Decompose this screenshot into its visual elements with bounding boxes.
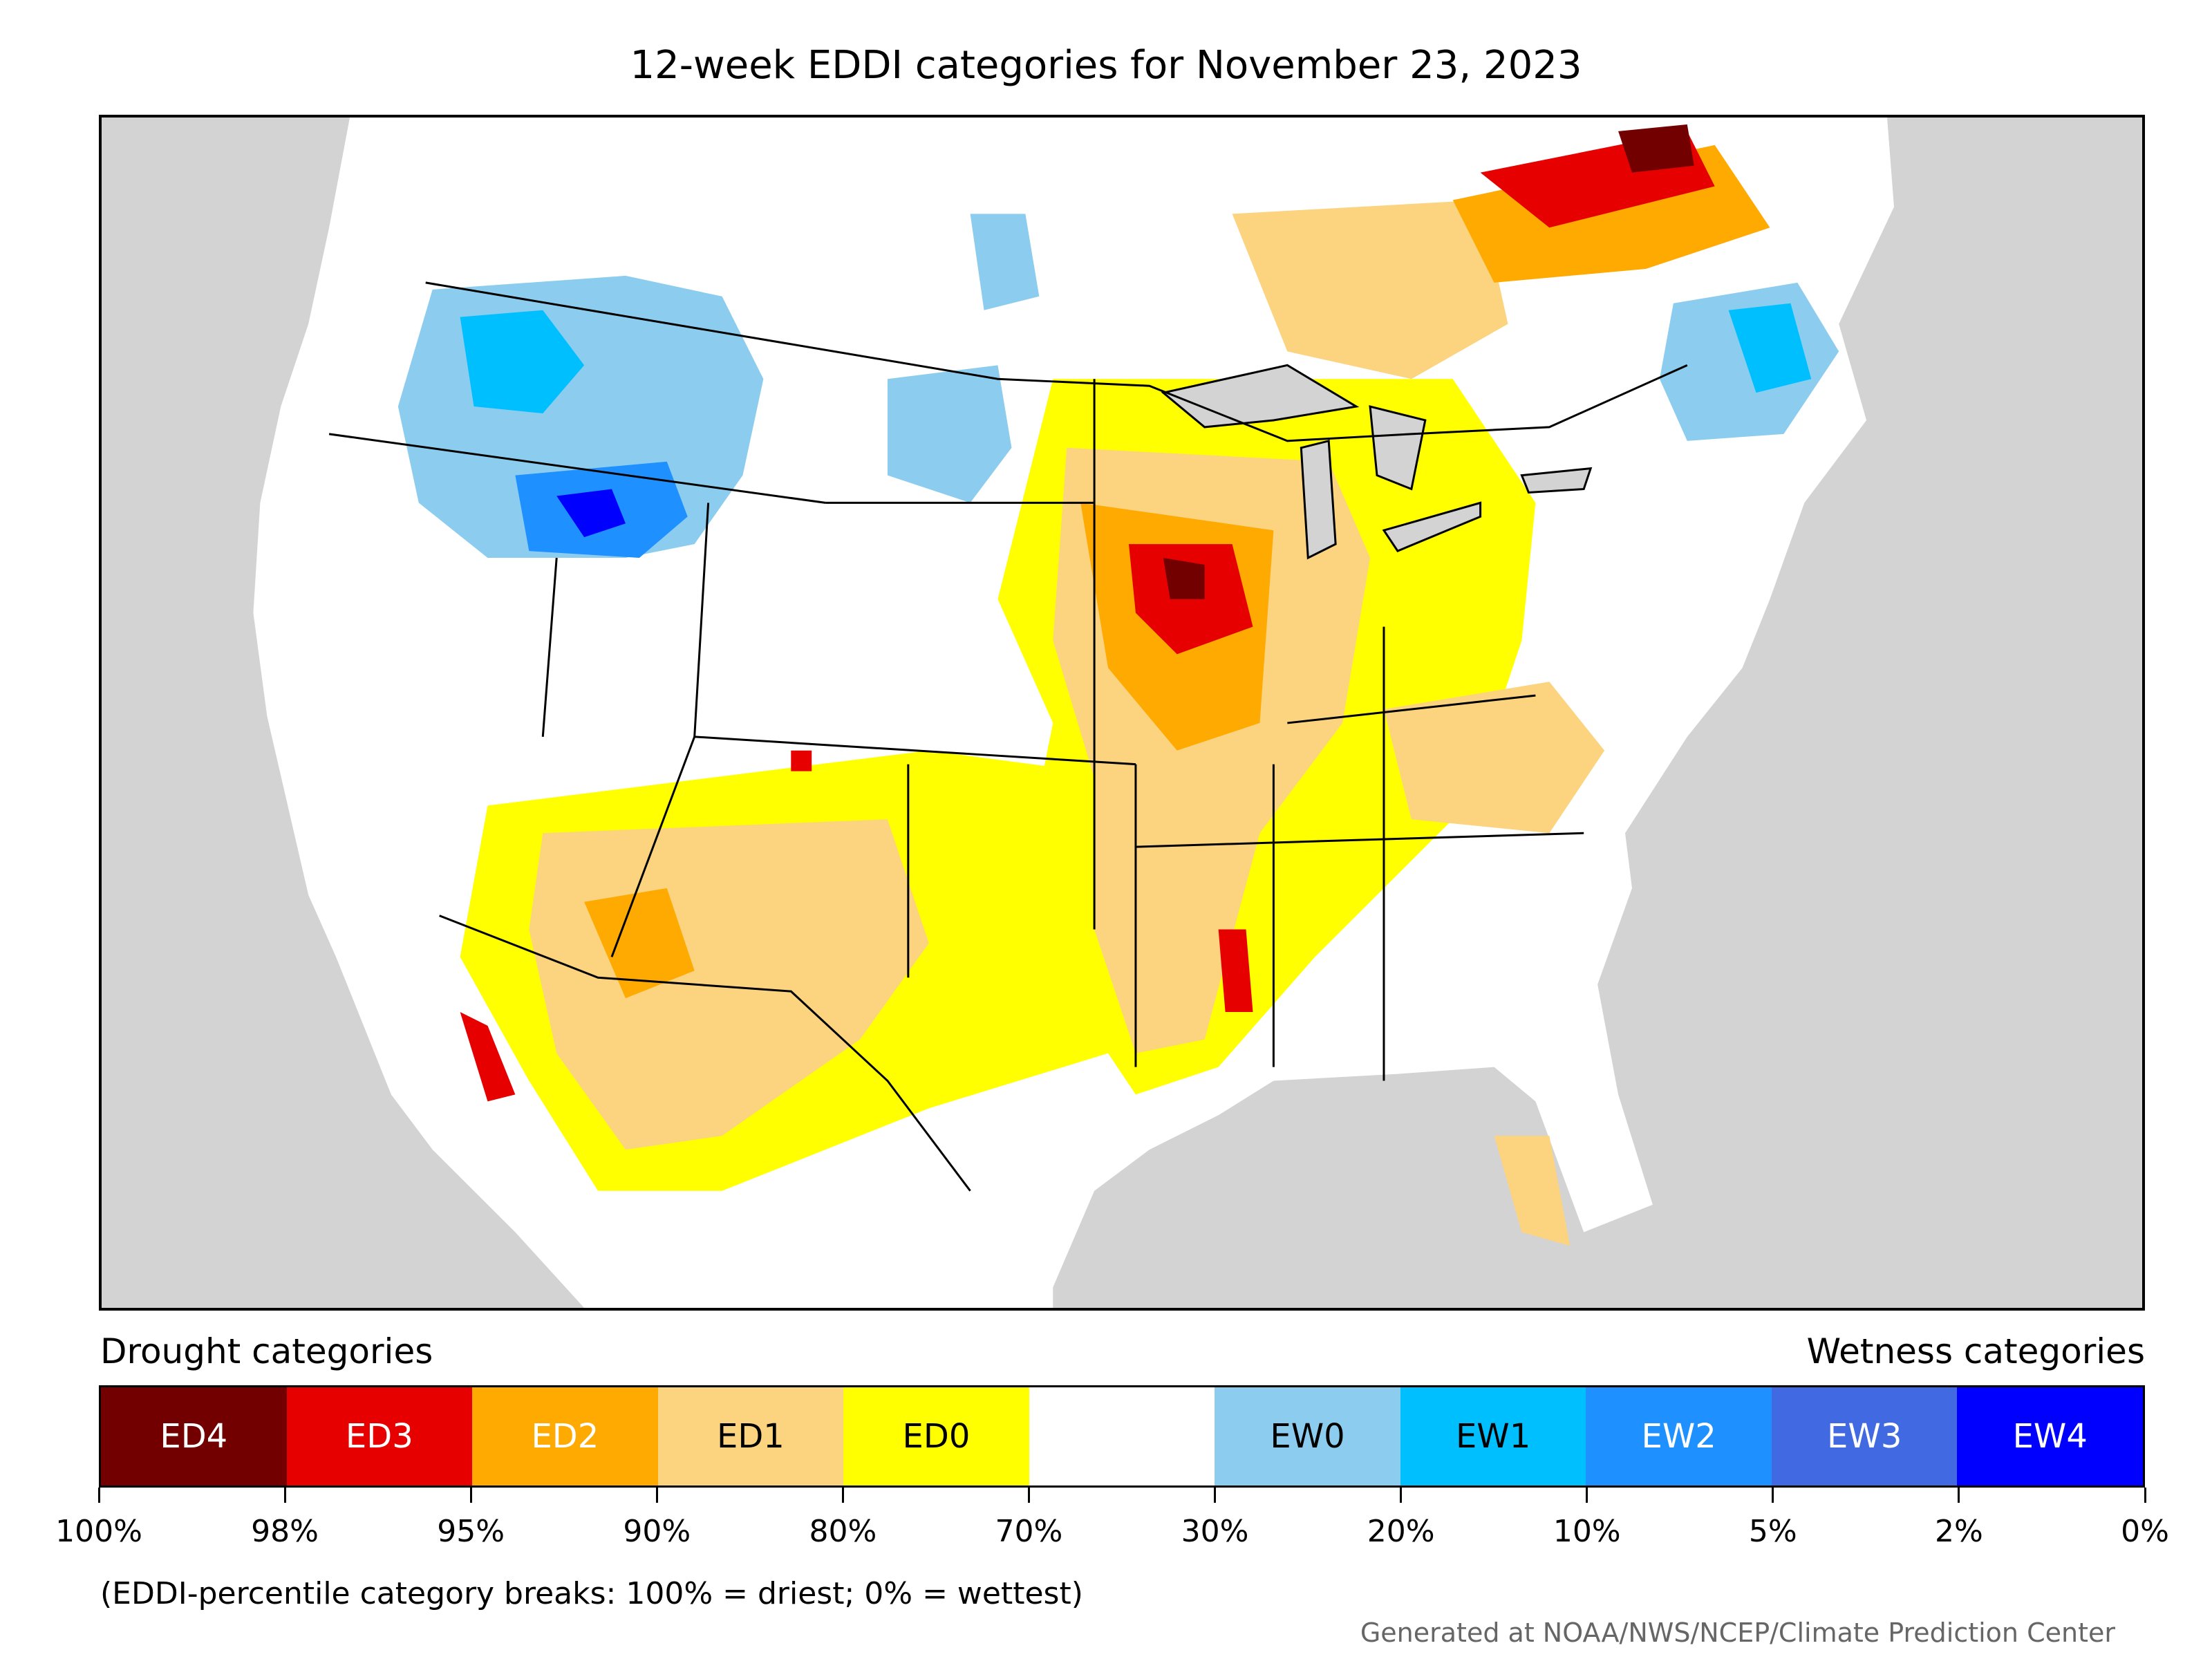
- colorbar-segment: [1029, 1387, 1215, 1485]
- area-ew0: [970, 214, 1040, 310]
- colorbar-tick-label: 98%: [251, 1514, 319, 1549]
- colorbar-tick-label: 0%: [2121, 1514, 2169, 1549]
- colorbar-tick-label: 20%: [1367, 1514, 1435, 1549]
- colorbar-segment: EW1: [1400, 1387, 1586, 1485]
- area-ed4: [1618, 124, 1694, 173]
- eddi-map: [99, 115, 2145, 1311]
- colorbar-segment: ED2: [472, 1387, 658, 1485]
- colorbar-tick: [1958, 1488, 1960, 1503]
- lake-michigan: [1300, 439, 1337, 560]
- colorbar-tick: [841, 1488, 844, 1503]
- colorbar-tick: [283, 1488, 286, 1503]
- eddi-category-areas: [397, 124, 1839, 1246]
- area-ed2: [584, 888, 695, 999]
- area-ed3: [1218, 929, 1253, 1012]
- colorbar-segment: ED3: [286, 1387, 473, 1485]
- state-line: [328, 433, 826, 504]
- map-title: 12-week EDDI categories for November 23,…: [630, 43, 1582, 88]
- state-line: [541, 557, 558, 737]
- credit-line: Generated at NOAA/NWS/NCEP/Climate Predi…: [1360, 1618, 2115, 1648]
- colorbar-segment: EW3: [1771, 1387, 1958, 1485]
- area-ew1: [1728, 303, 1812, 393]
- colorbar-tick: [1027, 1488, 1030, 1503]
- baja-peninsula: [432, 915, 599, 1288]
- wetness-categories-heading: Wetness categories: [1806, 1331, 2145, 1371]
- colorbar-tick: [97, 1488, 100, 1503]
- lake-erie: [1382, 501, 1482, 552]
- us-canada-border: [425, 281, 1688, 442]
- colorbar-segment: ED1: [657, 1387, 844, 1485]
- political-borders: [328, 281, 1688, 1192]
- colorbar-tick-label: 100%: [55, 1514, 142, 1549]
- area-ed1: [1232, 200, 1508, 379]
- map-svg: [253, 118, 1894, 1308]
- area-ed4: [1163, 558, 1205, 599]
- colorbar-tick-label: 80%: [809, 1514, 877, 1549]
- lake-huron: [1369, 405, 1427, 491]
- colorbar-tick: [469, 1488, 472, 1503]
- state-line: [1135, 832, 1584, 848]
- area-ew4: [556, 489, 626, 538]
- us-mexico-border: [439, 915, 971, 1192]
- colorbar-tick-label: 2%: [1935, 1514, 1983, 1549]
- colorbar-ticks: [97, 1488, 2146, 1504]
- colorbar-tick: [1586, 1488, 1588, 1503]
- colorbar-segment: ED4: [101, 1387, 287, 1485]
- colorbar-tick-label: 5%: [1748, 1514, 1797, 1549]
- area-ew0: [887, 365, 1012, 503]
- colorbar-tick: [655, 1488, 658, 1503]
- drought-categories-heading: Drought categories: [100, 1331, 433, 1371]
- colorbar-tick-label: 70%: [995, 1514, 1063, 1549]
- colorbar-segment: EW2: [1586, 1387, 1772, 1485]
- colorbar-segment: ED0: [843, 1387, 1029, 1485]
- colorbar-tick-label: 90%: [623, 1514, 691, 1549]
- state-line: [1287, 694, 1536, 724]
- area-ed3: [460, 1011, 516, 1102]
- area-ew1: [460, 310, 585, 414]
- colorbar-tick-label: 30%: [1181, 1514, 1249, 1549]
- colorbar-tick-label: 95%: [437, 1514, 505, 1549]
- state-line: [610, 736, 696, 957]
- area-ed3: [791, 750, 812, 771]
- colorbar-tick-label: 10%: [1553, 1514, 1621, 1549]
- colorbar-segment: EW4: [1957, 1387, 2144, 1485]
- colorbar-tick: [2144, 1488, 2146, 1503]
- percentile-note: (EDDI-percentile category breaks: 100% =…: [100, 1576, 1083, 1611]
- area-ed1: [1494, 1136, 1571, 1246]
- colorbar-segment: EW0: [1215, 1387, 1400, 1485]
- lake-ontario: [1520, 467, 1593, 494]
- colorbar-tick: [1214, 1488, 1217, 1503]
- colorbar-tick: [1400, 1488, 1403, 1503]
- category-colorbar: ED4 ED3 ED2 ED1 ED0 EW0 EW1 EW2 EW3 EW4: [99, 1385, 2145, 1488]
- colorbar-tick: [1772, 1488, 1774, 1503]
- area-ed1: [1383, 682, 1605, 834]
